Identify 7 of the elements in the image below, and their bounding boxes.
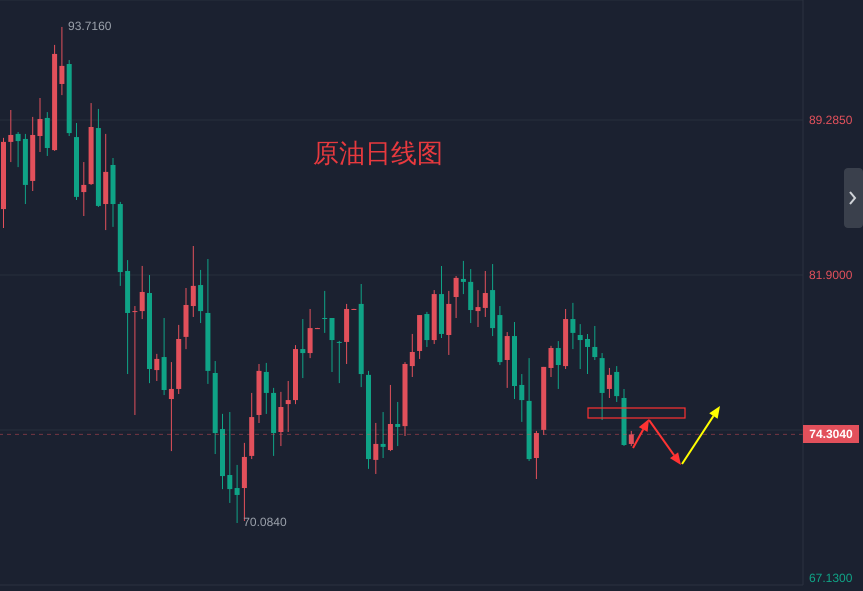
annotation: 70.0840 <box>243 514 287 529</box>
ref-line-label: 74.3040 <box>803 425 859 444</box>
y-tick-label: 89.2850 <box>809 112 853 127</box>
text: 原油日线图 <box>313 138 443 171</box>
y-tick-label: 81.9000 <box>809 268 853 282</box>
y-tick-label: 67.1300 <box>809 571 853 585</box>
annotation: 93.7160 <box>68 18 112 33</box>
